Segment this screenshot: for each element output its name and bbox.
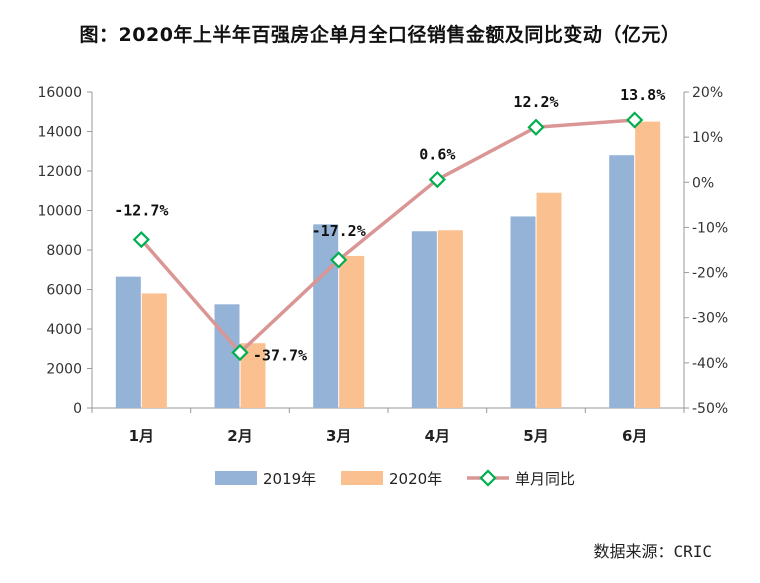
yoy-data-label: -17.2% (312, 222, 366, 240)
right-tick-label: -40% (692, 356, 728, 372)
data-source-label: 数据来源：CRIC (593, 542, 712, 561)
right-axis: -50% -40% -30% -20% -10% 0% 10% 20% (683, 85, 728, 417)
legend-marker (479, 469, 497, 487)
left-axis: 0 2000 4000 6000 8000 10000 12000 14000 16000 (37, 85, 93, 417)
chart-title: 图：2020年上半年百强房企单月全口径销售金额及同比变动（亿元） (79, 24, 681, 46)
line-series: -12.7% -37.7% -17.2% 0.6% 12.2% 13.8% (114, 86, 665, 364)
left-tick-label: 2000 (46, 362, 82, 378)
right-tick-label: -50% (692, 401, 728, 417)
bars (115, 121, 661, 408)
left-tick-label: 10000 (37, 204, 82, 220)
yoy-line (140, 118, 635, 355)
yoy-data-label: 13.8% (620, 86, 665, 104)
legend-label: 2020年 (389, 470, 442, 488)
left-tick-label: 12000 (37, 164, 82, 180)
x-tick-label: 1月 (129, 427, 154, 445)
left-tick-label: 4000 (46, 322, 82, 338)
right-tick-label: 20% (692, 85, 723, 101)
yoy-marker (231, 343, 249, 362)
bar-2020年 (437, 230, 463, 408)
legend-label: 2019年 (263, 470, 316, 488)
yoy-data-label: -12.7% (114, 202, 168, 220)
bar-2020年 (536, 192, 562, 408)
bar-2020年 (141, 293, 167, 408)
left-tick-label: 6000 (46, 283, 82, 299)
left-tick-label: 0 (73, 401, 82, 417)
right-tick-label: 0% (692, 175, 714, 191)
right-tick-label: -30% (692, 311, 728, 327)
bar-2019年 (411, 231, 437, 408)
legend-swatch (215, 471, 257, 485)
left-tick-label: 16000 (37, 85, 82, 101)
right-tick-label: -20% (692, 266, 728, 282)
legend: 2019年 2020年 单月同比 (215, 469, 575, 488)
yoy-marker (132, 230, 150, 249)
legend-label: 单月同比 (515, 470, 575, 488)
yoy-marker (626, 111, 644, 129)
bar-2020年 (635, 121, 661, 408)
x-tick-label: 6月 (622, 427, 647, 445)
legend-swatch (341, 471, 383, 485)
left-tick-label: 14000 (37, 125, 82, 141)
yoy-marker (428, 170, 446, 189)
right-tick-label: 10% (692, 130, 723, 146)
right-tick-label: -10% (692, 220, 728, 236)
bar-2020年 (339, 255, 365, 408)
yoy-data-label: 12.2% (513, 93, 558, 111)
bar-2019年 (510, 216, 536, 408)
yoy-data-label: 0.6% (419, 146, 455, 164)
bar-2019年 (609, 155, 635, 408)
left-tick-label: 8000 (46, 243, 82, 259)
x-tick-label: 5月 (523, 427, 548, 445)
x-tick-label: 4月 (425, 427, 450, 445)
x-axis: 1月 2月 3月 4月 5月 6月 (91, 407, 685, 445)
x-tick-label: 3月 (326, 427, 351, 445)
yoy-marker (330, 251, 348, 269)
yoy-data-label: -37.7% (253, 346, 307, 364)
bar-2019年 (313, 224, 339, 408)
yoy-marker (527, 118, 545, 136)
x-tick-label: 2月 (227, 427, 252, 445)
bar-2019年 (115, 276, 141, 408)
